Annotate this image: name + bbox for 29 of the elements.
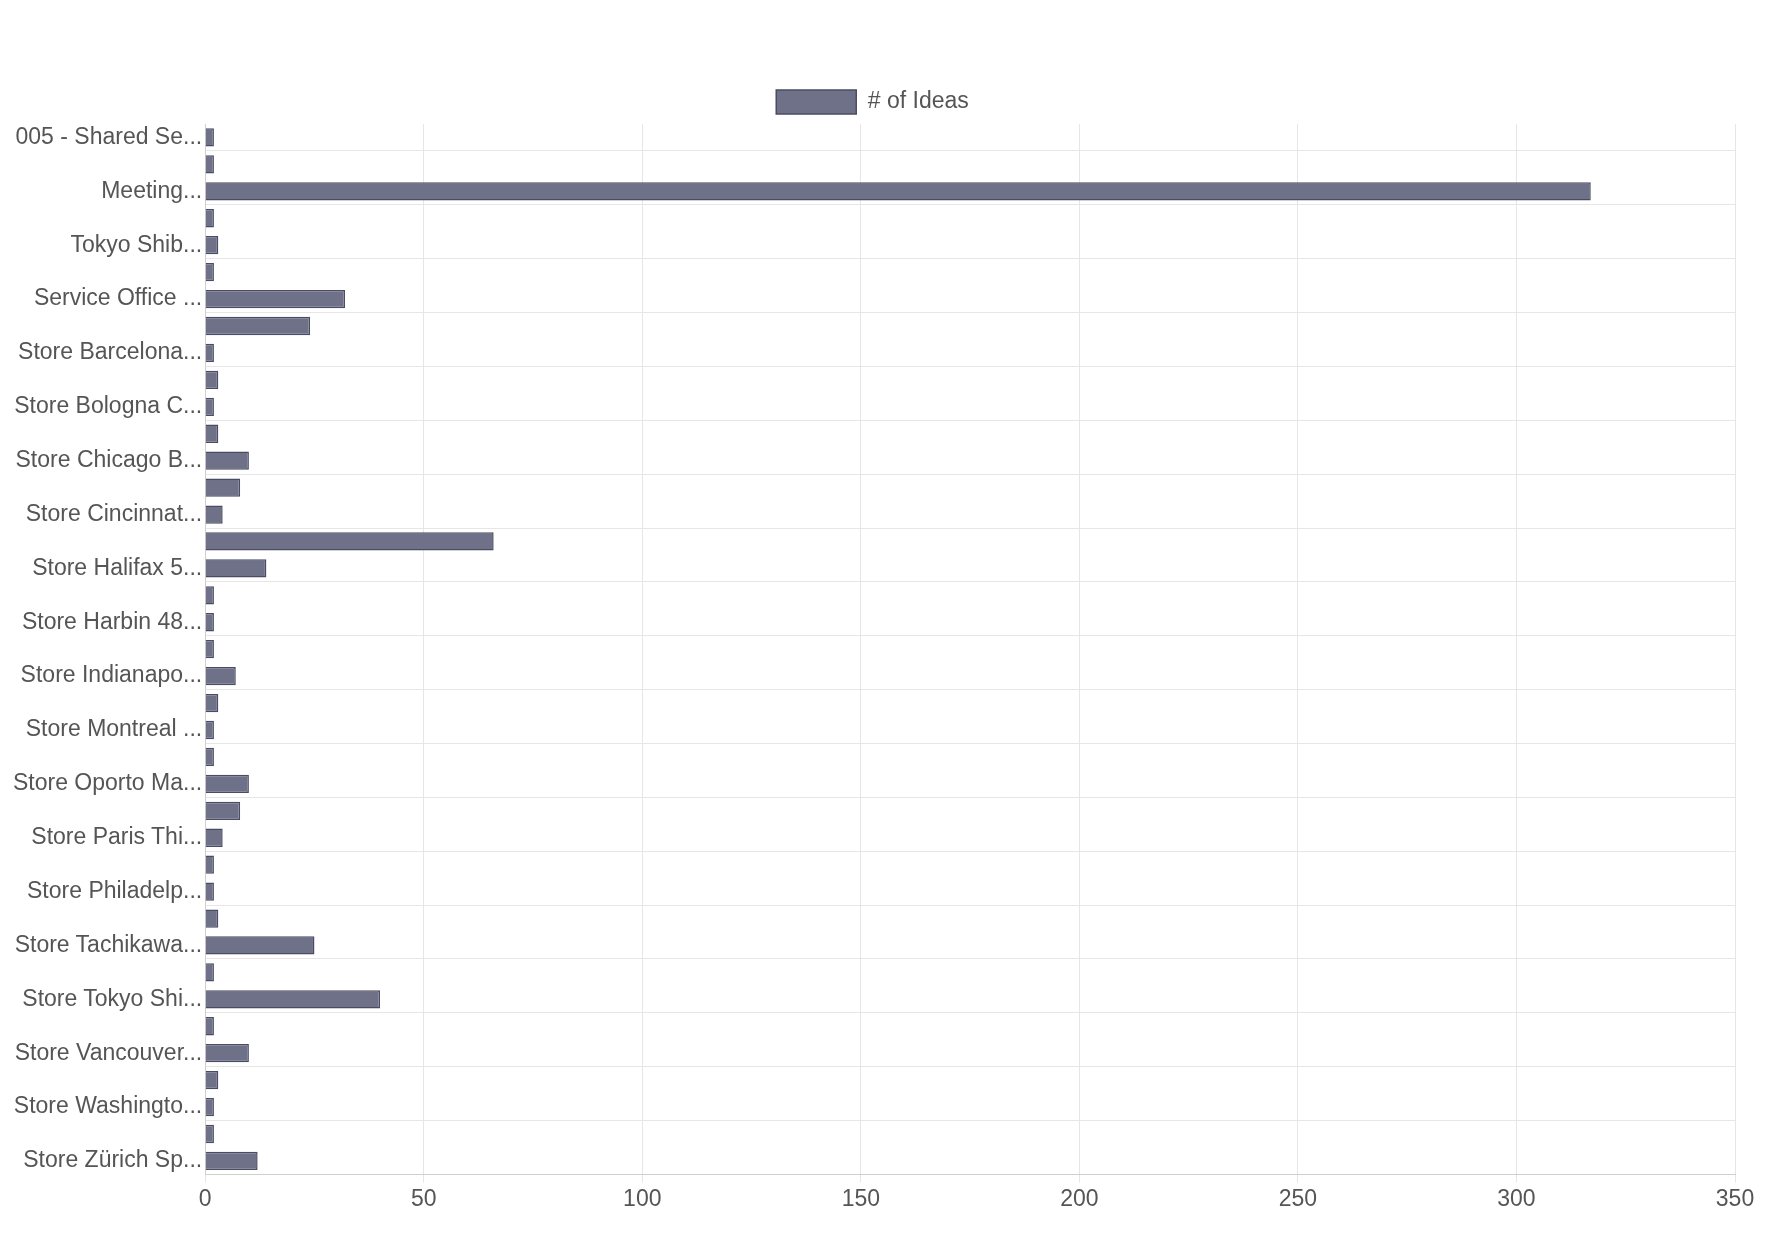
- y-tick-label: Store Tachikawa...: [14, 930, 203, 957]
- x-tick-label: 50: [410, 1184, 437, 1211]
- x-tick-label: 200: [1060, 1184, 1099, 1211]
- x-tick-label: 250: [1278, 1184, 1318, 1211]
- y-tick-label: Store Zürich Sp...: [23, 1146, 203, 1173]
- y-tick-label: Store Cincinnat...: [25, 499, 203, 526]
- y-tick-label: Service Office ...: [33, 284, 203, 311]
- y-tick-label: Store Bologna C...: [14, 392, 203, 419]
- y-tick-label: Store Barcelona...: [18, 338, 203, 365]
- y-tick-label: Store Paris Thi...: [31, 823, 203, 850]
- y-tick-label: Store Halifax 5...: [32, 553, 203, 580]
- legend-label: # of Ideas: [867, 87, 969, 114]
- x-tick-label: 300: [1497, 1184, 1536, 1211]
- y-tick-label: Store Indianapo...: [20, 661, 203, 688]
- x-tick-label: 100: [623, 1184, 662, 1211]
- x-tick-label: 0: [198, 1184, 212, 1211]
- y-tick-label: Store Montreal ...: [25, 715, 203, 742]
- y-tick-label: 005 - Shared Se...: [15, 122, 203, 149]
- y-tick-label: Store Vancouver...: [14, 1038, 203, 1065]
- y-tick-label: Store Chicago B...: [15, 446, 203, 473]
- y-tick-label: Store Harbin 48...: [21, 607, 203, 634]
- x-tick-label: 150: [841, 1184, 881, 1211]
- y-tick-label: Tokyo Shib...: [70, 230, 203, 257]
- y-tick-label: Store Tokyo Shi...: [22, 984, 203, 1011]
- y-tick-label: Store Philadelp...: [27, 876, 203, 903]
- y-tick-label: Store Oporto Ma...: [12, 769, 203, 796]
- y-tick-label: Store Washingto...: [13, 1092, 203, 1119]
- y-tick-label: Meeting...: [101, 176, 203, 203]
- x-tick-label: 350: [1715, 1184, 1755, 1211]
